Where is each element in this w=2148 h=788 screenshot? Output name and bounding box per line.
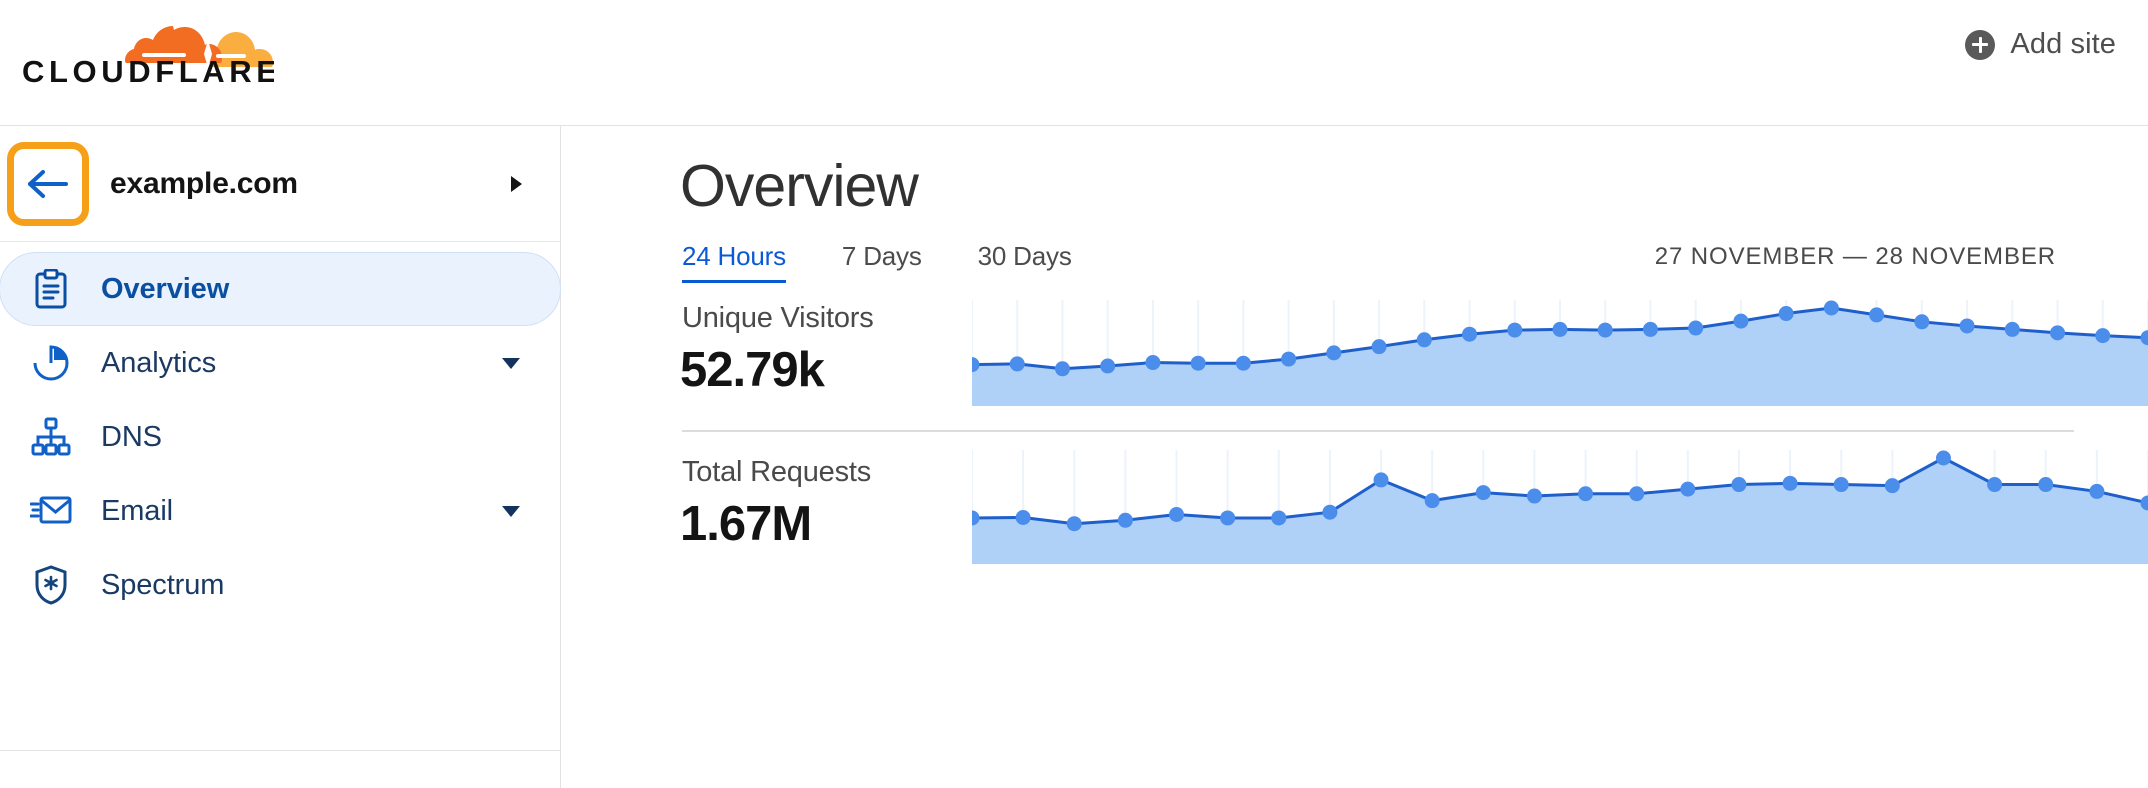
time-range-tabs: 24 Hours 7 Days 30 Days — [682, 241, 1128, 283]
sidebar-item-analytics[interactable]: Analytics — [0, 326, 560, 400]
sidebar-item-label: Spectrum — [101, 568, 225, 601]
metric-label: Unique Visitors — [682, 302, 874, 334]
metric-label: Total Requests — [682, 456, 872, 488]
page-title: Overview — [680, 153, 919, 219]
site-name: example.com — [110, 166, 298, 200]
back-button[interactable] — [7, 142, 89, 226]
caret-right-icon[interactable] — [511, 175, 522, 192]
top-bar: CLOUDFLARE Add site — [0, 0, 2148, 126]
sidebar: example.com Overview — [0, 126, 561, 788]
chevron-down-icon[interactable] — [502, 505, 520, 517]
total-requests-sparkline — [972, 450, 2148, 564]
site-selector-row: example.com — [0, 126, 560, 242]
sidebar-item-overview[interactable]: Overview — [0, 252, 561, 326]
date-range-label: 27 NOVEMBER — 28 NOVEMBER — [1654, 243, 2056, 270]
sidebar-item-label: Analytics — [101, 346, 217, 379]
sidebar-item-email[interactable]: Email — [0, 474, 560, 548]
tab-7-days[interactable]: 7 Days — [841, 241, 922, 271]
svg-text:CLOUDFLARE: CLOUDFLARE — [22, 54, 274, 88]
sidebar-item-spectrum[interactable]: Spectrum — [0, 548, 560, 622]
chevron-down-icon[interactable] — [502, 357, 520, 369]
pie-chart-icon — [30, 342, 72, 384]
sidebar-item-dns[interactable]: DNS — [0, 400, 560, 474]
sidebar-item-label: DNS — [101, 420, 162, 453]
plus-circle-icon — [1965, 29, 1996, 60]
sidebar-item-label: Email — [101, 494, 174, 527]
envelope-icon — [30, 490, 72, 532]
metric-value: 1.67M — [680, 497, 812, 551]
unique-visitors-sparkline — [972, 300, 2148, 406]
metric-value: 52.79k — [680, 343, 825, 397]
add-site-button[interactable]: Add site — [1961, 24, 2120, 65]
cloudflare-logo[interactable]: CLOUDFLARE — [22, 6, 274, 88]
sidebar-divider — [0, 750, 560, 751]
section-divider — [682, 430, 2074, 432]
shield-icon — [30, 564, 72, 606]
tab-24-hours[interactable]: 24 Hours — [682, 241, 786, 283]
cloudflare-cloud-logo: CLOUDFLARE — [22, 26, 274, 88]
sidebar-item-label: Overview — [101, 272, 230, 305]
clipboard-icon — [30, 268, 72, 310]
sidebar-nav: Overview Analytics — [0, 242, 561, 751]
tab-30-days[interactable]: 30 Days — [977, 241, 1072, 271]
add-site-label: Add site — [2010, 28, 2116, 60]
main-content: Overview 24 Hours 7 Days 30 Days 27 NOVE… — [562, 126, 2148, 788]
arrow-left-icon — [28, 170, 68, 198]
sitemap-icon — [30, 416, 72, 458]
